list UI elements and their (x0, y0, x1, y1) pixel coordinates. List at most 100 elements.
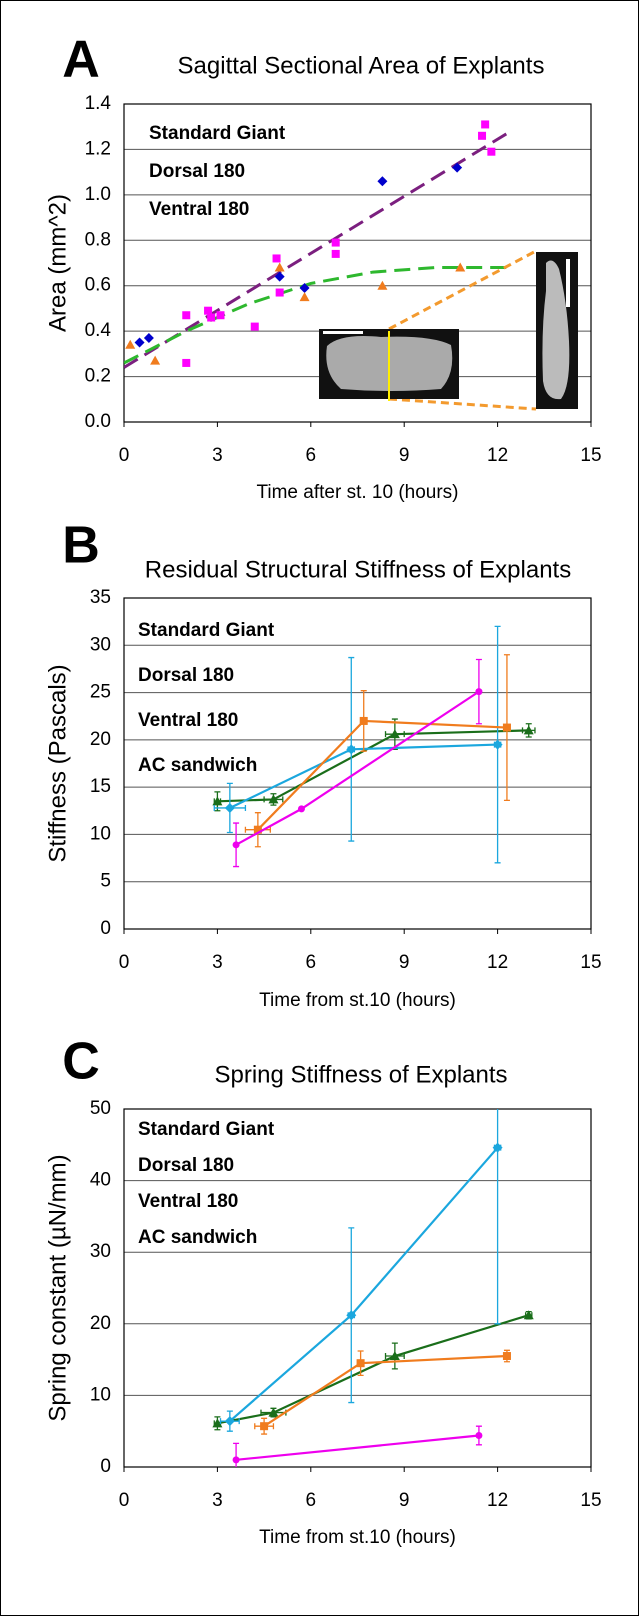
y-tick-label: 0.2 (85, 366, 111, 387)
marker (274, 262, 285, 272)
x-tick-label: 15 (580, 1490, 601, 1511)
marker (232, 841, 240, 849)
legend-entry: Ventral 180 (149, 199, 249, 220)
y-tick-label: 10 (90, 1384, 111, 1405)
marker (143, 332, 154, 343)
marker (268, 794, 279, 804)
chart-title: Spring Stiffness of Explants (214, 1061, 507, 1088)
fit-line (124, 132, 508, 369)
marker (224, 1416, 235, 1427)
marker (487, 147, 496, 156)
marker (331, 238, 340, 247)
marker (272, 254, 281, 263)
marker (212, 1418, 223, 1428)
plot-frame (123, 597, 592, 930)
marker (268, 1407, 279, 1417)
marker (389, 1351, 400, 1361)
x-tick-label: 15 (580, 952, 601, 973)
marker (125, 339, 136, 349)
plot-area (212, 1109, 534, 1467)
marker (523, 725, 534, 735)
marker (356, 1359, 365, 1368)
x-tick-label: 6 (306, 445, 317, 466)
marker (274, 271, 285, 282)
marker (250, 322, 259, 331)
marker (478, 131, 487, 140)
y-tick-label: 0.0 (85, 411, 111, 432)
x-tick-label: 3 (212, 952, 223, 973)
y-tick-label: 30 (90, 1241, 111, 1262)
y-axis-title: Area (mm^2) (44, 194, 71, 332)
marker (359, 716, 368, 725)
marker (502, 1352, 511, 1361)
plot-frame (123, 103, 592, 423)
x-tick-label: 0 (119, 952, 130, 973)
legend-entry: Dorsal 180 (138, 1155, 234, 1176)
y-tick-label: 0.4 (85, 320, 112, 341)
x-tick-label: 12 (487, 952, 508, 973)
scale-bar (566, 259, 570, 307)
y-axis-title: Spring constant (µN/mm) (44, 1154, 71, 1421)
x-tick-label: 0 (119, 1490, 130, 1511)
marker (492, 1142, 503, 1153)
series-line (217, 1314, 530, 1425)
x-tick-label: 15 (580, 445, 601, 466)
panel-letter: A (62, 31, 100, 89)
panel-letter: C (62, 1033, 100, 1091)
panel-letter: B (62, 517, 100, 575)
y-tick-label: 25 (90, 682, 111, 703)
legend-entry: Dorsal 180 (138, 665, 234, 686)
marker (455, 262, 466, 272)
scale-bar (323, 331, 363, 334)
marker (260, 1422, 269, 1431)
marker (346, 744, 357, 755)
series-line (235, 1434, 480, 1461)
y-tick-label: 1.0 (85, 184, 111, 205)
marker (502, 723, 511, 732)
y-tick-label: 40 (90, 1170, 111, 1191)
y-tick-label: 10 (90, 823, 111, 844)
x-tick-label: 12 (487, 1490, 508, 1511)
y-tick-label: 0.6 (85, 275, 111, 296)
y-tick-label: 1.2 (85, 138, 111, 159)
marker (299, 282, 310, 293)
marker (346, 1310, 357, 1321)
marker (475, 688, 483, 696)
legend-entry: Standard Giant (149, 123, 286, 144)
marker (275, 288, 284, 297)
x-tick-label: 6 (306, 952, 317, 973)
marker (182, 358, 191, 367)
marker (299, 292, 310, 302)
marker (297, 805, 305, 813)
series-line (235, 690, 480, 846)
x-tick-label: 12 (487, 445, 508, 466)
series-line (229, 743, 498, 809)
y-tick-label: 50 (90, 1098, 111, 1119)
plot-area (212, 625, 536, 868)
legend-entry: Standard Giant (138, 620, 275, 641)
x-axis-title: Time after st. 10 (hours) (256, 482, 458, 503)
y-tick-label: 35 (90, 587, 111, 608)
y-tick-label: 0 (100, 1456, 111, 1477)
x-tick-label: 9 (399, 952, 410, 973)
legend-entry: Ventral 180 (138, 710, 238, 731)
x-axis-title: Time from st.10 (hours) (259, 1527, 456, 1548)
series-line (229, 1146, 499, 1423)
inset-connector (388, 249, 537, 331)
marker (182, 311, 191, 320)
inset-connector (388, 397, 537, 411)
marker (331, 249, 340, 258)
marker (475, 1431, 483, 1439)
x-tick-label: 0 (119, 445, 130, 466)
y-tick-label: 0.8 (85, 229, 111, 250)
legend-entry: Dorsal 180 (149, 161, 245, 182)
marker (481, 120, 490, 129)
marker (523, 1310, 534, 1320)
series-line (263, 1354, 507, 1428)
chart-title: Residual Structural Stiffness of Explant… (145, 556, 571, 583)
marker (204, 306, 213, 315)
x-tick-label: 3 (212, 445, 223, 466)
y-axis-title: Stiffness (Pascals) (44, 664, 71, 862)
y-tick-label: 5 (100, 871, 111, 892)
